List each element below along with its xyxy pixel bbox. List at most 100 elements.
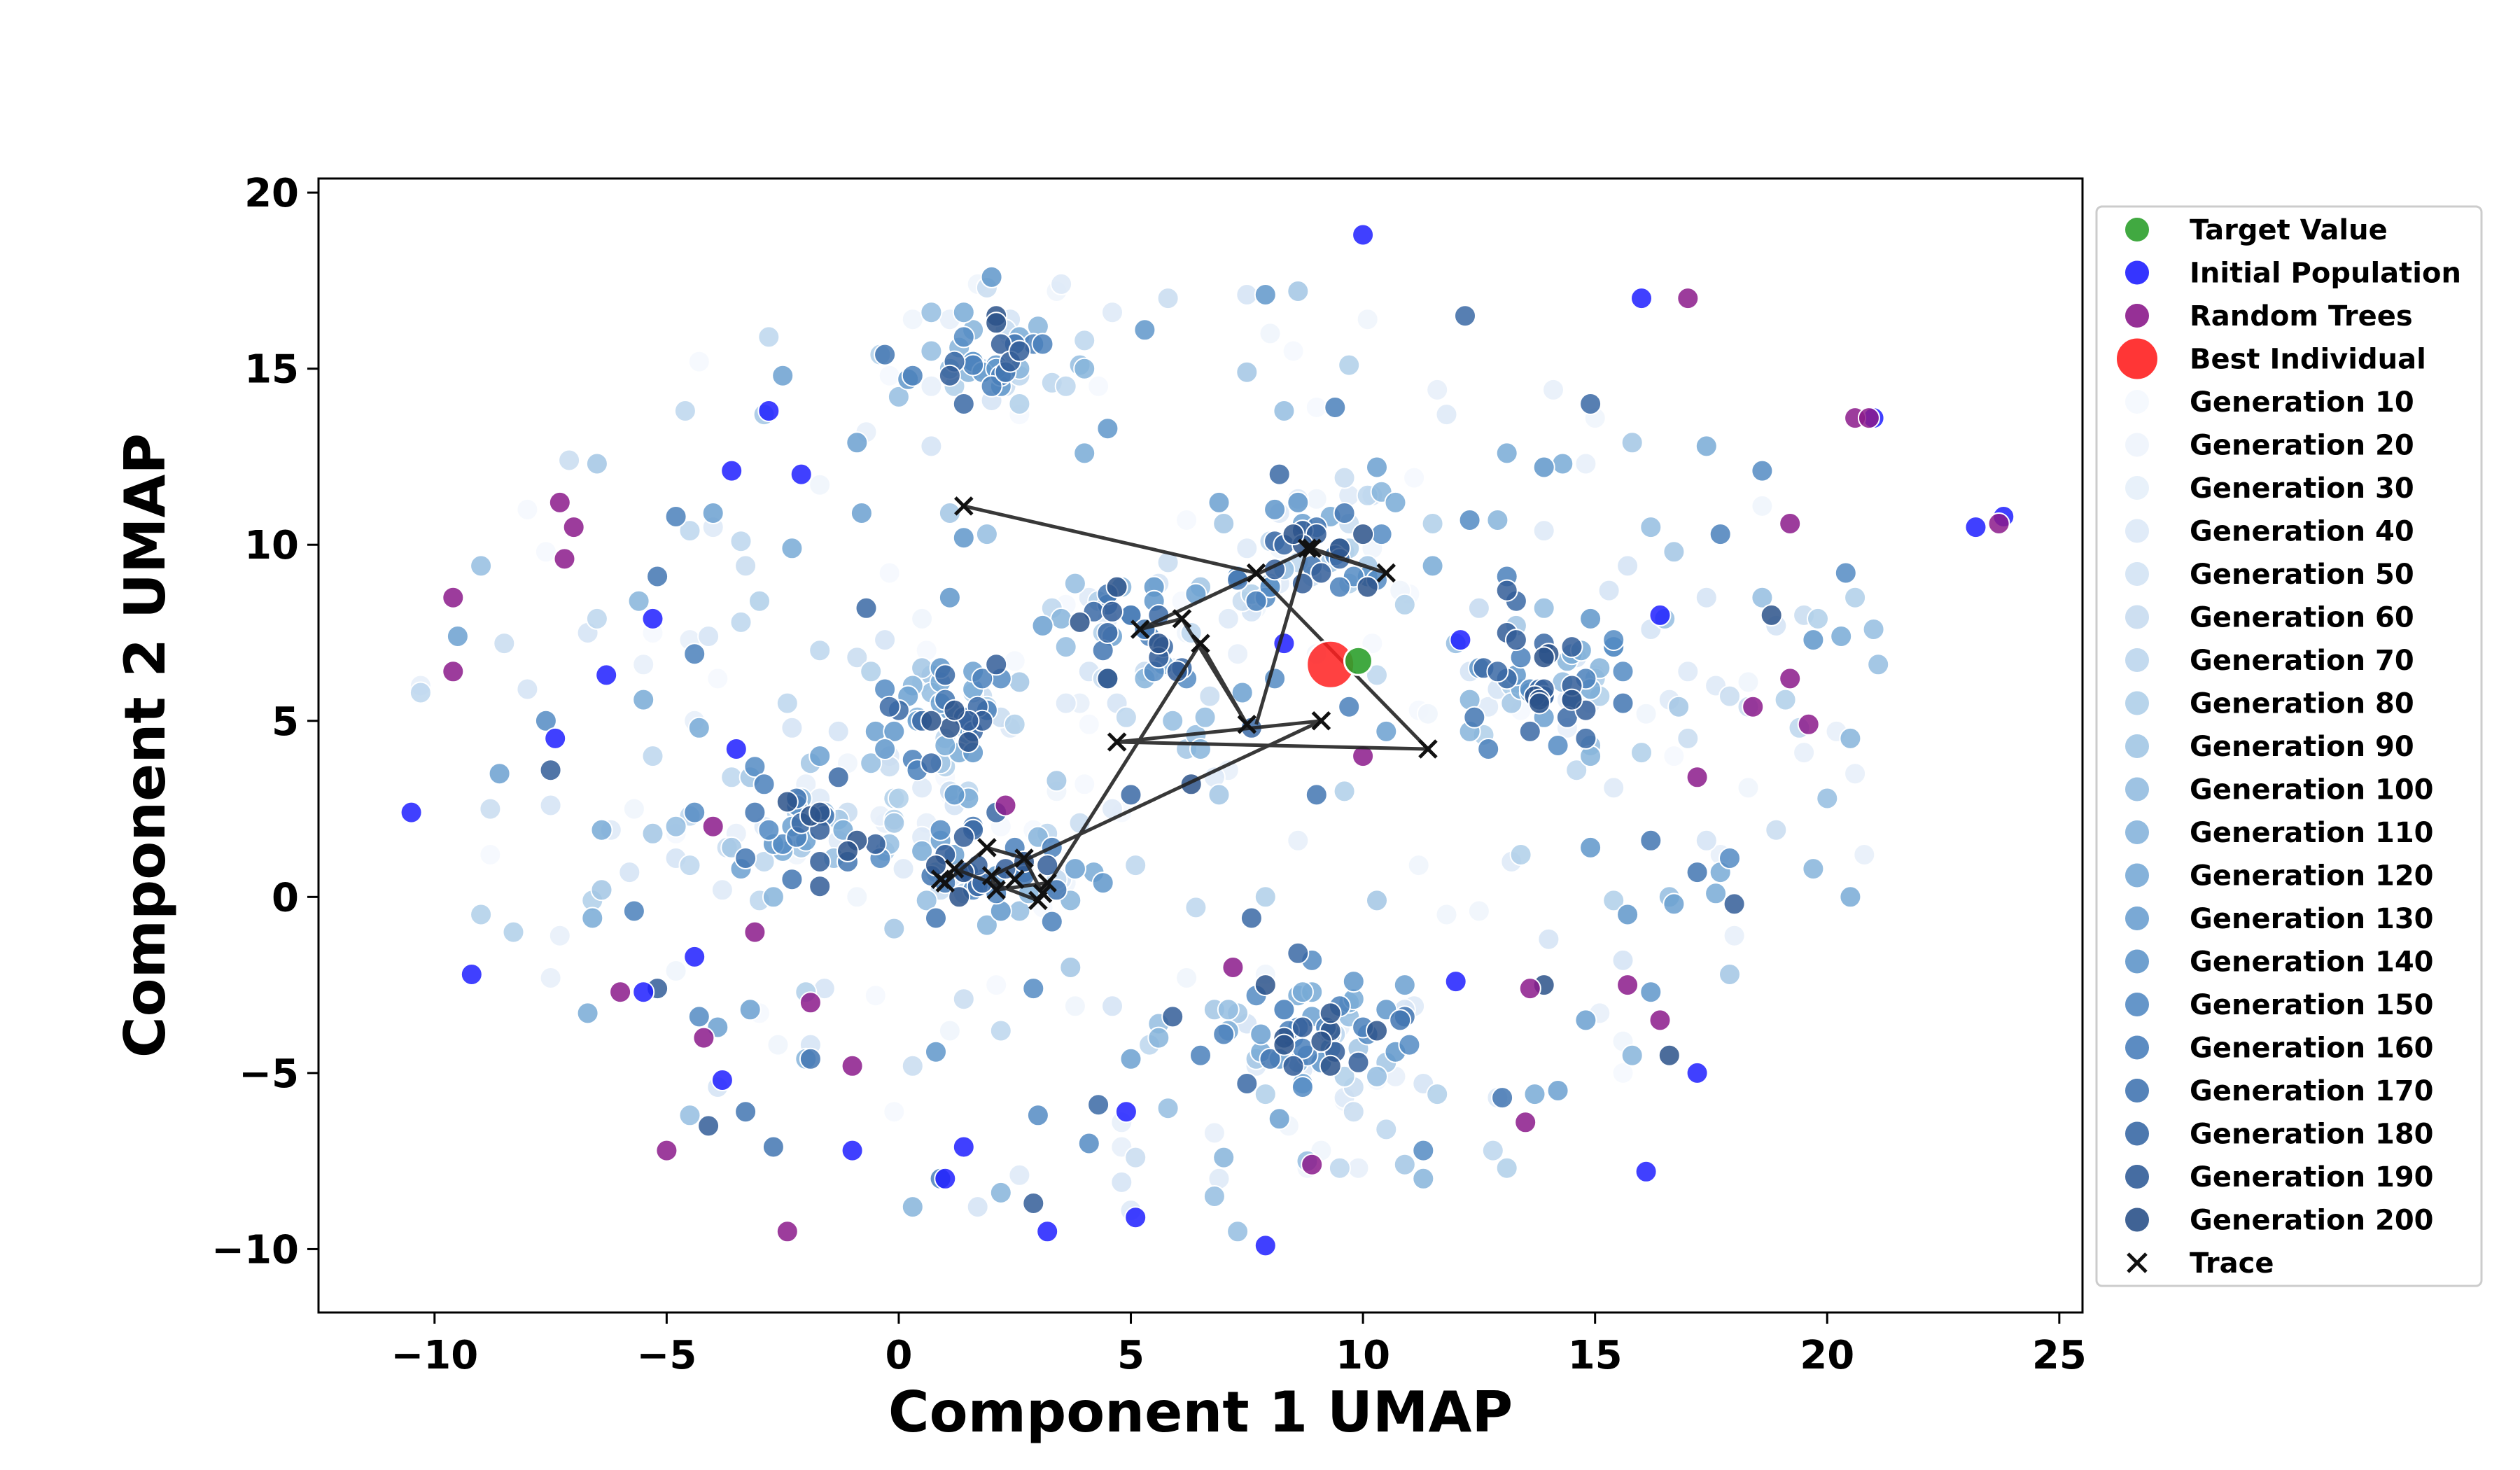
generation-150-point: [1718, 847, 1741, 869]
x-tick-label: 5: [1117, 1333, 1144, 1378]
legend-marker-random-trees: [2124, 302, 2150, 329]
generation-30-point: [1574, 452, 1597, 475]
generation-100-point: [1194, 706, 1217, 729]
generation-130-point: [738, 998, 762, 1021]
x-axis-label: Component 1 UMAP: [888, 1380, 1513, 1445]
trace-marker: [1004, 869, 1025, 889]
x-tick-label: 10: [1336, 1333, 1390, 1378]
legend-marker-generation-10: [2124, 388, 2150, 415]
generation-60-point: [1124, 1146, 1147, 1169]
generation-140-point: [1091, 872, 1114, 895]
random-trees-point: [1779, 512, 1802, 535]
generation-40-point: [710, 878, 734, 902]
generation-130-point: [1208, 491, 1231, 514]
generation-170-point: [780, 868, 804, 891]
generation-130-point: [1231, 681, 1254, 704]
generation-100-point: [1063, 572, 1086, 595]
trace-marker: [1191, 634, 1210, 653]
generation-20-point: [1751, 494, 1774, 517]
generation-130-point: [1393, 974, 1416, 997]
legend-label-generation-20: Generation 20: [2190, 430, 2414, 462]
generation-100-point: [1366, 1065, 1388, 1088]
generation-130-point: [488, 762, 511, 785]
generation-20-point: [1175, 967, 1198, 989]
generation-100-point: [1273, 400, 1296, 422]
generation-120-point: [632, 688, 655, 711]
generation-10-point: [883, 1100, 906, 1124]
initial-population-point: [1449, 629, 1472, 652]
generation-80-point: [1602, 889, 1625, 912]
generation-130-point: [1574, 1009, 1597, 1032]
legend-marker-generation-150: [2124, 991, 2150, 1018]
random-trees-point: [442, 660, 465, 683]
generation-20-point: [1737, 671, 1760, 694]
generation-120-point: [1384, 491, 1407, 514]
generation-50-point: [539, 794, 562, 817]
initial-population-point: [1114, 1100, 1138, 1124]
generation-70-point: [1366, 664, 1388, 687]
y-tick-label: 20: [244, 171, 299, 216]
generation-180-point: [1486, 660, 1509, 683]
generation-140-point: [1639, 981, 1662, 1004]
generation-80-point: [1338, 354, 1361, 377]
generation-190-point: [952, 825, 975, 848]
generation-20-point: [846, 886, 869, 909]
generation-30-point: [1203, 1121, 1226, 1144]
random-trees-point: [994, 794, 1017, 817]
generation-80-point: [1774, 688, 1797, 711]
generation-190-point: [1008, 340, 1031, 363]
generation-200-point: [1352, 523, 1375, 546]
generation-70-point: [1054, 374, 1077, 398]
scatter-points: [400, 223, 2015, 1257]
generation-160-point: [752, 773, 776, 796]
legend-marker-generation-160: [2124, 1034, 2150, 1061]
generation-20-point: [911, 607, 934, 630]
legend-label-generation-130: Generation 130: [2190, 903, 2434, 935]
generation-70-point: [1328, 1156, 1351, 1180]
generation-40-point: [1054, 692, 1077, 715]
generation-70-point: [729, 610, 752, 634]
generation-70-point: [1073, 329, 1096, 352]
generation-110-point: [1189, 738, 1212, 760]
initial-population-point: [400, 801, 423, 824]
initial-population-point: [952, 1135, 975, 1158]
trace-marker: [935, 873, 955, 892]
generation-170-point: [734, 1100, 757, 1124]
generation-110-point: [1802, 858, 1825, 881]
generation-200-point: [1760, 603, 1783, 626]
generation-150-point: [683, 801, 706, 824]
initial-population-point: [595, 664, 618, 687]
generation-40-point: [1676, 660, 1700, 683]
generation-60-point: [1676, 727, 1700, 750]
y-tick-label: −5: [239, 1051, 299, 1097]
generation-150-point: [1602, 629, 1625, 652]
legend-marker-generation-140: [2124, 948, 2150, 975]
generation-120-point: [687, 716, 710, 739]
legend-label-generation-50: Generation 50: [2190, 559, 2414, 591]
generation-190-point: [808, 850, 832, 873]
generation-180-point: [1087, 1093, 1110, 1116]
generation-160-point: [1031, 332, 1054, 356]
random-trees-point: [799, 991, 822, 1014]
generation-70-point: [776, 692, 799, 715]
generation-10-point: [1073, 773, 1096, 796]
generation-150-point: [687, 1005, 710, 1028]
generation-130-point: [1662, 892, 1686, 916]
generation-140-point: [1264, 498, 1287, 521]
generation-130-point: [1031, 614, 1054, 637]
generation-140-point: [1579, 607, 1602, 630]
generation-200-point: [776, 790, 799, 813]
generation-40-point: [1050, 272, 1073, 295]
generation-140-point: [1096, 417, 1119, 440]
generation-70-point: [678, 854, 701, 877]
generation-80-point: [470, 903, 493, 926]
generation-20-point: [766, 1033, 790, 1056]
generation-180-point: [1518, 720, 1541, 743]
generation-60-point: [1156, 287, 1180, 310]
generation-80-point: [887, 787, 910, 810]
generation-190-point: [539, 759, 562, 782]
generation-130-point: [846, 431, 869, 454]
generation-20-point: [664, 960, 687, 982]
generation-200-point: [1319, 1054, 1342, 1077]
x-tick-label: 15: [1568, 1333, 1623, 1378]
